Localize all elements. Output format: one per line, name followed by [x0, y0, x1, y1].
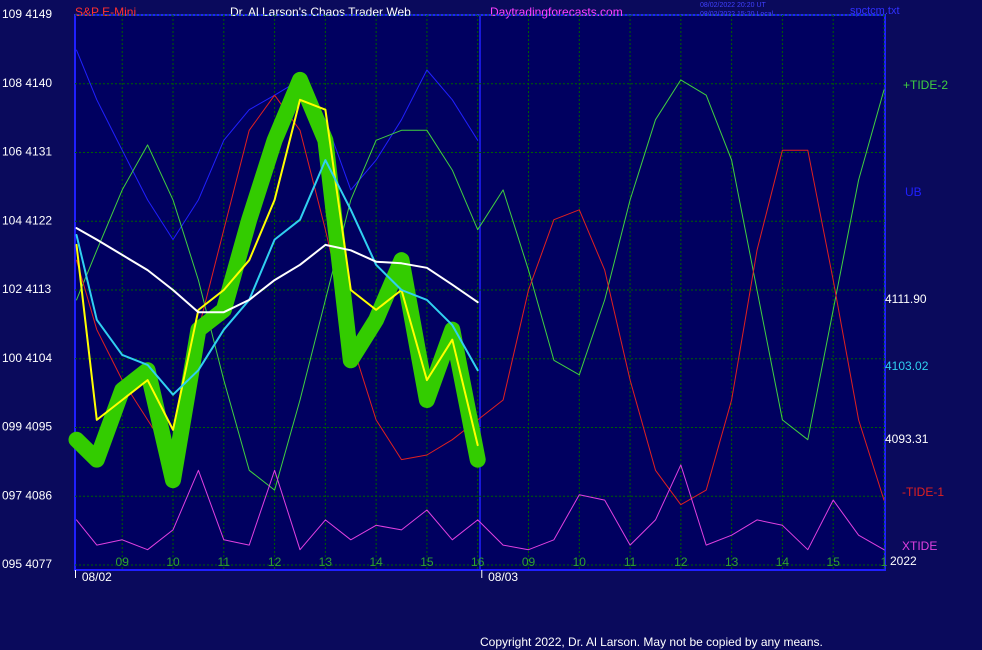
file-name: spctcm.txt: [850, 5, 900, 17]
x-tick-label: 15: [827, 555, 841, 569]
y-tick-label: 104 4122: [2, 213, 52, 227]
x-tick-label: 10: [166, 555, 180, 569]
timestamp: 08/02/2022 15:20 Local: [700, 11, 774, 18]
x-tick-label: 12: [268, 555, 282, 569]
series-line: [75, 159, 479, 396]
date-label: 08/03: [488, 570, 518, 584]
y-tick-label: 095 4077: [2, 557, 52, 571]
y-tick-label: 102 4113: [2, 282, 51, 296]
y-tick-label: 100 4104: [2, 351, 52, 365]
series-line: [75, 98, 479, 447]
value-label: 4103.02: [885, 359, 929, 373]
instrument: S&P E-Mini: [75, 5, 136, 19]
y-tick-label: 106 4131: [2, 145, 52, 159]
series-label: UB: [905, 185, 922, 199]
series-line: [75, 227, 479, 314]
x-tick-label: 13: [319, 555, 333, 569]
x-tick-label: 15: [420, 555, 434, 569]
x-tick-label: 10: [573, 555, 587, 569]
x-tick-label: 12: [674, 555, 688, 569]
series-line: [68, 71, 486, 489]
x-tick-label: 16: [471, 555, 485, 569]
x-tick-label: 09: [522, 555, 536, 569]
copyright: Copyright 2022, Dr. Al Larson. May not b…: [480, 635, 823, 649]
date-label: 08/02: [82, 570, 112, 584]
series-label: XTIDE: [902, 539, 937, 553]
x-tick-label: 11: [218, 555, 231, 569]
value-label: 4093.31: [885, 432, 929, 446]
y-tick-label: 099 4095: [2, 420, 52, 434]
site: Daytradingforecasts.com: [490, 5, 623, 19]
x-tick-label: 09: [116, 555, 130, 569]
chart-title: Dr. Al Larson's Chaos Trader Web: [230, 5, 411, 19]
y-tick-label: 108 4140: [2, 76, 52, 90]
y-tick-label: 097 4086: [2, 488, 52, 502]
x-tick-label: 13: [725, 555, 739, 569]
x-tick-label: 1: [881, 555, 888, 569]
value-label: 2022: [890, 554, 917, 568]
x-tick-label: 14: [776, 555, 790, 569]
timestamp: 08/02/2022 20:20 UT: [700, 2, 766, 9]
x-tick-label: 11: [624, 555, 637, 569]
x-tick-label: 14: [369, 555, 383, 569]
y-tick-label: 109 4149: [2, 7, 52, 21]
series-line: [76, 464, 885, 551]
series-label: -TIDE-1: [902, 485, 944, 499]
value-label: 4111.90: [885, 292, 927, 306]
series-label: +TIDE-2: [903, 78, 948, 92]
